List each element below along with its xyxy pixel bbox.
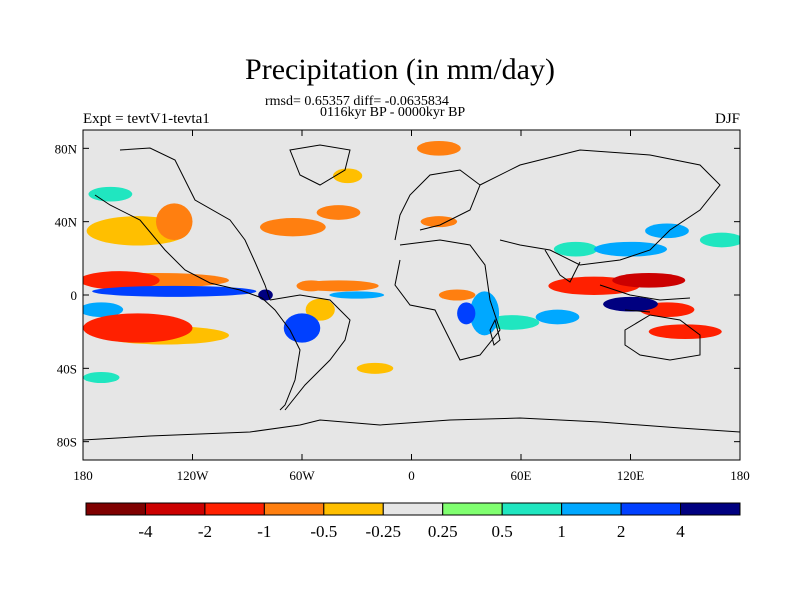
y-tick-label: 40N	[55, 215, 78, 230]
colorbar-box	[680, 502, 741, 516]
colorbar-label: 0.5	[492, 522, 513, 541]
anomaly-region	[283, 313, 321, 343]
coast-maritime-continent	[599, 284, 691, 313]
anomaly-region	[156, 203, 193, 241]
anomaly-region	[699, 232, 740, 248]
x-tick-label: 0	[408, 468, 415, 483]
colorbar-box	[501, 502, 563, 516]
y-tick-label: 0	[71, 288, 78, 303]
anomaly-region	[298, 280, 379, 292]
coast-antarctica	[83, 417, 740, 441]
colorbar-label: -0.5	[310, 522, 337, 541]
colorbar-label: -2	[198, 522, 212, 541]
coast-madagascar	[489, 318, 501, 346]
x-tick-label: 60W	[289, 468, 315, 483]
anomaly-region	[83, 271, 160, 290]
anomaly-region	[416, 141, 461, 156]
coast-north-america-west	[94, 194, 263, 299]
x-tick-label: 60E	[511, 468, 532, 483]
colorbar-box	[204, 502, 265, 516]
anomaly-region	[83, 372, 120, 383]
anomaly-region	[258, 289, 273, 301]
coast-south-america	[261, 294, 351, 411]
colorbar-label: -4	[138, 522, 153, 541]
colorbar-box	[144, 502, 206, 516]
coast-greenland	[289, 144, 351, 186]
y-tick-label: 80N	[55, 141, 78, 156]
y-tick-label: 80S	[57, 435, 77, 450]
colorbar-box	[382, 502, 444, 516]
coast-india	[544, 249, 581, 283]
colorbar-box	[442, 502, 503, 516]
coast-north-america	[119, 147, 271, 301]
anomaly-region	[438, 289, 476, 301]
stats-line: rmsd= 0.65357 diff= -0.0635834	[265, 94, 449, 109]
anomaly-layer	[83, 141, 740, 383]
anomaly-region	[329, 291, 385, 299]
anomaly-region	[356, 362, 394, 374]
anomaly-region	[83, 313, 193, 343]
colorbar-label: 1	[557, 522, 566, 541]
anomaly-region	[333, 168, 363, 184]
anomaly-region	[92, 285, 257, 297]
colorbar-label: 2	[617, 522, 626, 541]
anomaly-region	[88, 186, 133, 202]
experiment-label: Expt = tevtV1-tevta1	[83, 111, 210, 127]
colorbar-box	[85, 502, 146, 516]
anomaly-region	[305, 298, 335, 321]
period-line: 0116kyr BP - 0000kyr BP	[320, 105, 466, 120]
anomaly-region	[553, 241, 598, 257]
colorbar-label: 4	[676, 522, 685, 541]
y-tick-label: 40S	[57, 361, 77, 376]
colorbar-box	[561, 502, 622, 516]
anomaly-region	[83, 302, 124, 317]
anomaly-region	[612, 273, 686, 288]
anomaly-region	[603, 296, 658, 312]
colorbar: -4 -2 -1 -0.5 -0.25 0.25 0.5 1 2 4	[85, 502, 741, 541]
coast-europe	[394, 169, 481, 241]
x-tick-label: 120W	[177, 468, 210, 483]
anomaly-region	[645, 223, 689, 239]
chart-title: Precipitation (in mm/day)	[245, 53, 555, 86]
coast-africa	[394, 239, 501, 361]
x-tick-label: 120E	[617, 468, 645, 483]
anomaly-region	[648, 324, 722, 339]
colorbar-box	[323, 502, 384, 516]
x-tick-label: 180	[73, 468, 93, 483]
coast-australia	[624, 314, 701, 361]
anomaly-region	[469, 291, 500, 336]
colorbar-label: 0.25	[428, 522, 458, 541]
anomaly-region	[457, 302, 476, 325]
colorbar-box	[263, 502, 325, 516]
colorbar-label: -1	[257, 522, 271, 541]
coast-asia	[479, 149, 721, 266]
coastlines	[83, 144, 740, 441]
anomaly-region	[535, 309, 580, 325]
anomaly-region	[316, 205, 361, 220]
colorbar-label: -0.25	[366, 522, 401, 541]
anomaly-region	[594, 241, 667, 257]
colorbar-box	[620, 502, 682, 516]
x-tick-label: 180	[730, 468, 750, 483]
anomaly-region	[420, 216, 458, 228]
anomaly-region	[260, 218, 326, 237]
season-label: DJF	[714, 111, 740, 127]
